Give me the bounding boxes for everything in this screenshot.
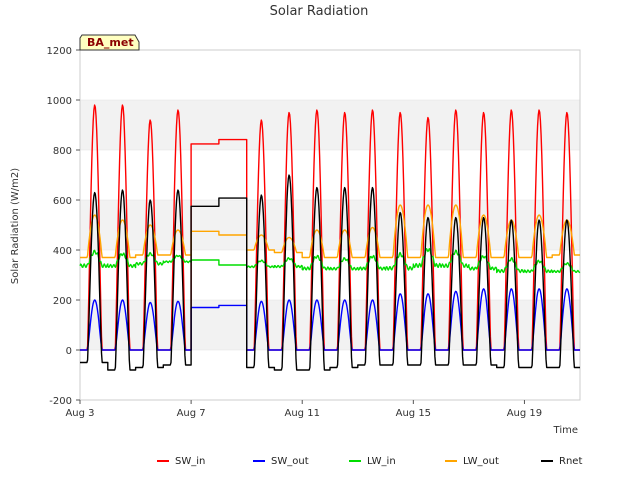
x-tick-label: Aug 19 <box>507 408 542 419</box>
x-axis-title: Time <box>553 425 578 436</box>
x-tick-label: Aug 7 <box>177 408 206 419</box>
site-badge-label: BA_met <box>87 36 134 49</box>
grid-band <box>80 300 580 350</box>
series-line-lw_in <box>79 248 581 274</box>
y-tick-label: 800 <box>53 146 72 157</box>
grid-bands <box>80 49 580 401</box>
series-line-rnet <box>80 174 580 371</box>
y-tick-label: -200 <box>49 396 72 407</box>
chart-title: Solar Radiation <box>270 4 369 19</box>
legend-label-sw_out: SW_out <box>271 456 309 467</box>
x-tick-label: Aug 15 <box>396 408 431 419</box>
x-tick-label: Aug 11 <box>285 408 320 419</box>
x-tick-label: Aug 3 <box>65 408 94 419</box>
legend-label-lw_in: LW_in <box>367 456 396 467</box>
series-line-lw_out <box>80 204 580 259</box>
grid-band <box>80 100 580 150</box>
grid-band <box>80 200 580 250</box>
y-tick-label: 0 <box>66 346 72 357</box>
y-axis: -200 0 200 400 600 800 1000 1200 <box>47 46 80 407</box>
y-tick-label: 600 <box>53 196 72 207</box>
legend-label-lw_out: LW_out <box>463 456 499 467</box>
legend-label-sw_in: SW_in <box>175 456 205 467</box>
y-tick-label: 1000 <box>47 96 72 107</box>
x-axis: Aug 3 Aug 7 Aug 11 Aug 15 Aug 19 <box>65 400 542 419</box>
legend: SW_in SW_out LW_in LW_out Rnet <box>157 456 582 467</box>
site-badge: BA_met <box>79 34 140 51</box>
series-layer <box>79 104 581 371</box>
legend-label-rnet: Rnet <box>559 456 582 467</box>
site-badge-box <box>79 34 140 51</box>
y-tick-label: 400 <box>53 246 72 257</box>
y-tick-label: 1200 <box>47 46 72 57</box>
plot-frame <box>79 49 581 401</box>
y-tick-label: 200 <box>53 296 72 307</box>
y-axis-title: Solar Radiation (W/m2) <box>10 168 21 284</box>
